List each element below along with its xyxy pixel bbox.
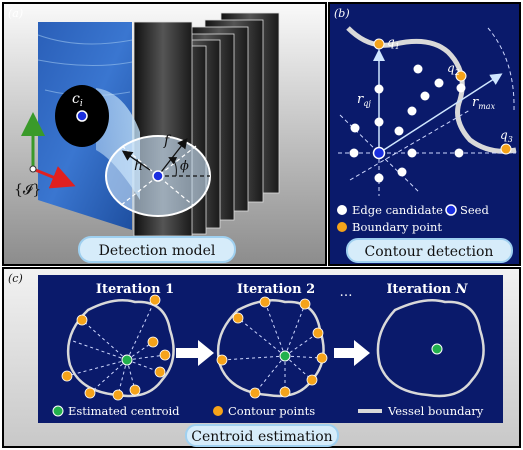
legend-centroid-label: Estimated centroid — [68, 404, 180, 418]
f-label: f — [163, 133, 172, 149]
iterN-title: Iteration N — [386, 282, 468, 297]
legend-seed-label: Seed — [460, 203, 489, 217]
legend-contour-label: Contour points — [228, 404, 315, 418]
panel-b-tag: (b) — [334, 7, 350, 20]
rmax-label: rmax — [472, 95, 496, 111]
panel-a-caption: Detection model — [99, 243, 216, 259]
ellipsis: … — [340, 285, 353, 300]
iter1-title: Iteration 1 — [96, 282, 174, 297]
q3-label: q3 — [500, 128, 513, 144]
panel-c-caption-pill — [185, 424, 339, 447]
legend-contour-icon — [213, 406, 223, 416]
edge-candidates — [349, 64, 466, 183]
iter2-title: Iteration 2 — [237, 282, 315, 297]
ci-point — [76, 110, 88, 122]
legend-edge-label: Edge candidate — [352, 203, 443, 217]
panel-b: (b) q1 q2 q3 rqj rmax — [328, 2, 521, 266]
h-label: h — [134, 158, 143, 174]
panel-a: (a) ci f h ϕ — [2, 2, 327, 266]
legend-boundary-label: Boundary point — [352, 220, 442, 234]
legend-vessel-label: Vessel boundary — [387, 404, 484, 418]
q1-label: q1 — [387, 35, 400, 51]
legend-edge-icon — [337, 205, 347, 215]
ci-label: ci — [72, 91, 83, 109]
panel-b-frame — [328, 2, 521, 266]
boundary-point-q2 — [455, 70, 467, 82]
panel-c-tag: (c) — [8, 272, 23, 285]
legend-boundary-icon — [337, 222, 347, 232]
axis-x — [32, 166, 76, 189]
boundary-point-q3 — [500, 143, 512, 155]
panel-b-caption: Contour detection — [365, 244, 494, 260]
panel-a-tag: (a) — [8, 7, 23, 20]
iteration-n — [376, 299, 485, 398]
seed-point — [372, 146, 386, 160]
phi-label: ϕ — [180, 159, 189, 174]
arrow-next-1 — [176, 340, 214, 366]
frame-label: {𝓘} — [14, 182, 41, 198]
panel-a-caption-pill — [78, 236, 236, 263]
panel-c: (c) Iteration 1 Iteration 2 … Iteration … — [2, 267, 521, 448]
q2-label: q2 — [447, 61, 460, 77]
panel-b-caption-pill — [346, 238, 513, 263]
iteration-1 — [61, 294, 175, 401]
rqj-label: rqj — [357, 92, 371, 108]
arrow-next-2 — [334, 340, 370, 366]
panel-c-caption: Centroid estimation — [191, 429, 332, 445]
ray-rmax — [378, 73, 503, 154]
legend-centroid-icon — [52, 405, 64, 417]
iteration-2 — [216, 296, 328, 399]
boundary-point-q1 — [373, 38, 385, 50]
legend-seed-icon — [445, 204, 457, 216]
ellipse-center — [152, 170, 164, 182]
